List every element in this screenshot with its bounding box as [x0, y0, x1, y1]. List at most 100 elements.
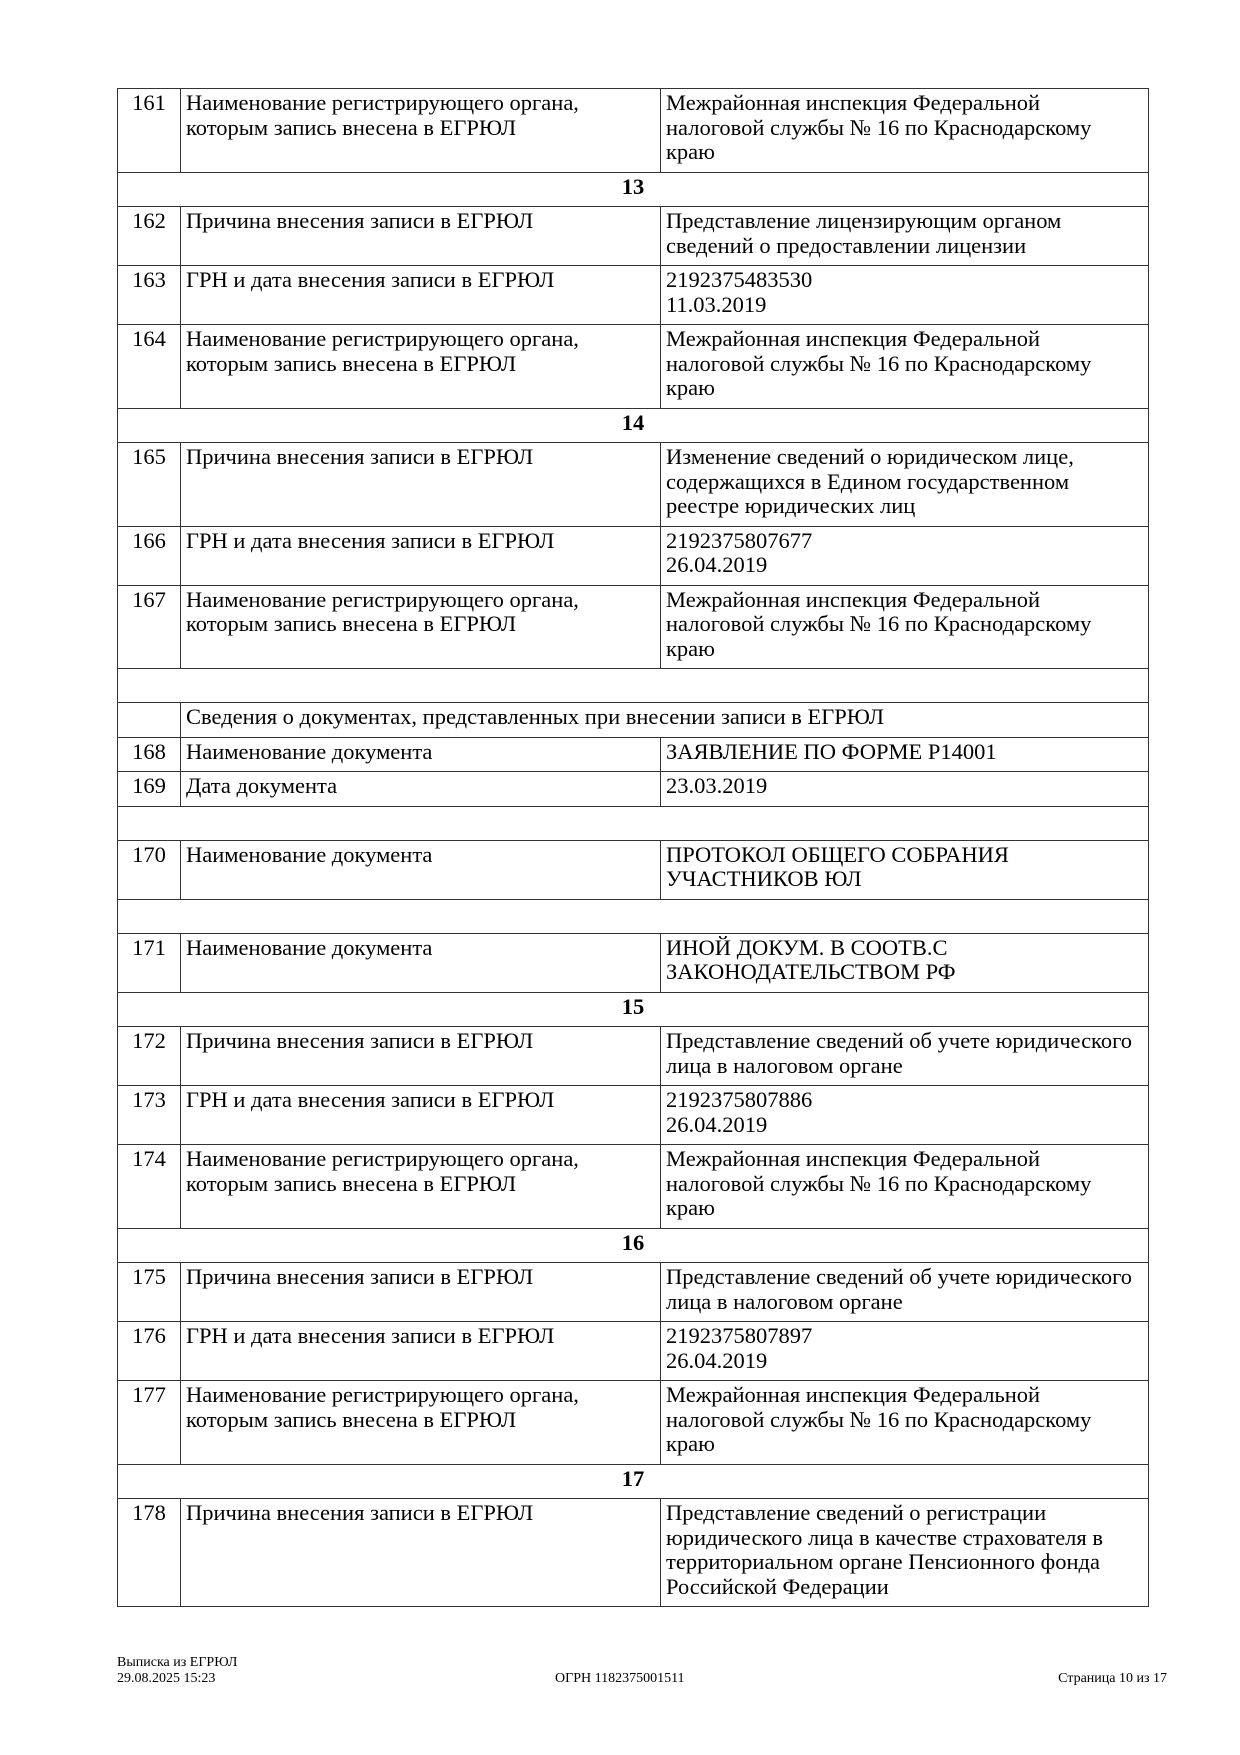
row-label: ГРН и дата внесения записи в ЕГРЮЛ — [180, 1321, 661, 1381]
row-value: 2192375807897 26.04.2019 — [660, 1321, 1149, 1381]
row-number: 165 — [117, 442, 181, 527]
row-number: 172 — [117, 1026, 181, 1086]
row-value: ИНОЙ ДОКУМ. В СООТВ.С ЗАКОНОДАТЕЛЬСТВОМ … — [660, 932, 1149, 993]
table-row: 162 Причина внесения записи в ЕГРЮЛ Предст… — [117, 206, 1149, 266]
section-number: 17 — [117, 1463, 1149, 1499]
row-value: Межрайонная инспекция Федеральной налого… — [660, 1380, 1149, 1465]
table-row: 165 Причина внесения записи в ЕГРЮЛ Измене… — [117, 442, 1149, 527]
value-line: Представление лицензирующим органом свед… — [666, 208, 1062, 258]
row-label: Причина внесения записи в ЕГРЮЛ — [180, 442, 661, 527]
row-value: Изменение сведений о юридическом лице, с… — [660, 442, 1149, 527]
table-row: 171 Наименование документа ИНОЙ ДОКУМ. В С… — [117, 932, 1149, 993]
row-number: 178 — [117, 1498, 181, 1607]
table-row: 163 ГРН и дата внесения записи в ЕГРЮЛ 219… — [117, 265, 1149, 325]
value-line: Межрайонная инспекция Федеральной налого… — [666, 1146, 1092, 1220]
section-header: 14 — [117, 407, 1149, 443]
subheader-title: Сведения о документах, представленных пр… — [180, 702, 1149, 738]
footer-ogrn: ОГРН 1182375001511 — [555, 1671, 685, 1686]
row-value: 23.03.2019 — [660, 771, 1149, 807]
blank-cell — [117, 898, 1149, 934]
row-label: Наименование регистрирующего органа, кот… — [180, 88, 661, 173]
row-label: ГРН и дата внесения записи в ЕГРЮЛ — [180, 1085, 661, 1145]
table-row: 161 Наименование регистрирующего органа, … — [117, 88, 1149, 173]
value-line: Представление сведений об учете юридичес… — [666, 1264, 1133, 1314]
blank-row — [117, 898, 1149, 934]
row-value: Представление сведений об учете юридичес… — [660, 1262, 1149, 1322]
table-row: 166 ГРН и дата внесения записи в ЕГРЮЛ 219… — [117, 525, 1149, 586]
value-line: 26.04.2019 — [666, 552, 768, 577]
row-label: Наименование регистрирующего органа, кот… — [180, 1380, 661, 1465]
row-value: 2192375483530 11.03.2019 — [660, 265, 1149, 325]
value-line: ЗАЯВЛЕНИЕ ПО ФОРМЕ Р14001 — [666, 738, 997, 764]
blank-row — [117, 805, 1149, 841]
section-header: 15 — [117, 991, 1149, 1027]
table-row: 178 Причина внесения записи в ЕГРЮЛ Предст… — [117, 1498, 1149, 1607]
value-line: Межрайонная инспекция Федеральной налого… — [666, 1382, 1092, 1456]
footer-doc-title: Выписка из ЕГРЮЛ — [117, 1655, 238, 1670]
row-label: ГРН и дата внесения записи в ЕГРЮЛ — [180, 265, 661, 325]
table-row: 169 Дата документа 23.03.2019 — [117, 771, 1149, 807]
row-value: 2192375807886 26.04.2019 — [660, 1085, 1149, 1145]
row-label: Причина внесения записи в ЕГРЮЛ — [180, 1262, 661, 1322]
section-number: 16 — [117, 1227, 1149, 1263]
row-number: 174 — [117, 1144, 181, 1229]
row-number: 162 — [117, 206, 181, 266]
row-value: ЗАЯВЛЕНИЕ ПО ФОРМЕ Р14001 — [660, 736, 1149, 772]
value-line: 2192375807677 — [666, 527, 813, 553]
row-number: 169 — [117, 771, 181, 807]
value-line: 26.04.2019 — [666, 1347, 768, 1373]
subheader-row: Сведения о документах, представленных пр… — [117, 702, 1149, 738]
table-row: 168 Наименование документа ЗАЯВЛЕНИЕ ПО ФО… — [117, 736, 1149, 772]
section-header: 13 — [117, 171, 1149, 207]
row-label: Дата документа — [180, 771, 661, 807]
row-number: 177 — [117, 1380, 181, 1465]
row-value: Представление сведений о регистрации юри… — [660, 1498, 1149, 1607]
empty-cell — [117, 702, 181, 738]
table-row: 170 Наименование документа ПРОТОКОЛ ОБЩЕГО… — [117, 839, 1149, 900]
row-value: Межрайонная инспекция Федеральной налого… — [660, 584, 1149, 669]
row-label: Наименование регистрирующего органа, кот… — [180, 324, 661, 409]
value-line: ИНОЙ ДОКУМ. В СООТВ.С ЗАКОНОДАТЕЛЬСТВОМ … — [666, 934, 956, 984]
row-value: Межрайонная инспекция Федеральной налого… — [660, 88, 1149, 173]
table-row: 175 Причина внесения записи в ЕГРЮЛ Предст… — [117, 1262, 1149, 1322]
row-number: 176 — [117, 1321, 181, 1381]
row-label: Наименование документа — [180, 839, 661, 900]
row-label: Наименование документа — [180, 932, 661, 993]
blank-row — [117, 668, 1149, 703]
row-number: 167 — [117, 584, 181, 669]
value-line: Представление сведений о регистрации юри… — [666, 1500, 1104, 1599]
table-row: 173 ГРН и дата внесения записи в ЕГРЮЛ 219… — [117, 1085, 1149, 1145]
value-line: Межрайонная инспекция Федеральной налого… — [666, 90, 1092, 164]
value-line: 23.03.2019 — [666, 773, 768, 798]
value-line: 2192375807886 — [666, 1087, 813, 1112]
row-number: 163 — [117, 265, 181, 325]
table-row: 174 Наименование регистрирующего органа, … — [117, 1144, 1149, 1229]
section-number: 13 — [117, 171, 1149, 207]
table-row: 176 ГРН и дата внесения записи в ЕГРЮЛ 219… — [117, 1321, 1149, 1381]
row-number: 173 — [117, 1085, 181, 1145]
blank-cell — [117, 668, 1149, 703]
row-value: Межрайонная инспекция Федеральной налого… — [660, 324, 1149, 409]
row-label: Причина внесения записи в ЕГРЮЛ — [180, 1498, 661, 1607]
value-line: 2192375807897 — [666, 1323, 813, 1348]
row-label: Наименование регистрирующего органа, кот… — [180, 1144, 661, 1229]
footer-datetime: 29.08.2025 15:23 — [117, 1671, 216, 1686]
value-line: Изменение сведений о юридическом лице, с… — [666, 444, 1074, 518]
row-value: 2192375807677 26.04.2019 — [660, 525, 1149, 586]
row-number: 171 — [117, 932, 181, 993]
row-label: Наименование документа — [180, 736, 661, 772]
row-value: Межрайонная инспекция Федеральной налого… — [660, 1144, 1149, 1229]
row-label: Причина внесения записи в ЕГРЮЛ — [180, 1026, 661, 1086]
value-line: 26.04.2019 — [666, 1111, 768, 1137]
row-label: ГРН и дата внесения записи в ЕГРЮЛ — [180, 525, 661, 586]
row-number: 170 — [117, 839, 181, 900]
footer-left: Выписка из ЕГРЮЛ 29.08.2025 15:23 — [117, 1655, 237, 1687]
value-line: Межрайонная инспекция Федеральной налого… — [666, 326, 1092, 400]
row-number: 161 — [117, 88, 181, 173]
row-value: ПРОТОКОЛ ОБЩЕГО СОБРАНИЯ УЧАСТНИКОВ ЮЛ — [660, 839, 1149, 900]
value-line: 11.03.2019 — [666, 291, 767, 317]
row-label: Причина внесения записи в ЕГРЮЛ — [180, 206, 661, 266]
value-line: ПРОТОКОЛ ОБЩЕГО СОБРАНИЯ УЧАСТНИКОВ ЮЛ — [666, 841, 1009, 891]
section-number: 15 — [117, 991, 1149, 1027]
row-number: 175 — [117, 1262, 181, 1322]
